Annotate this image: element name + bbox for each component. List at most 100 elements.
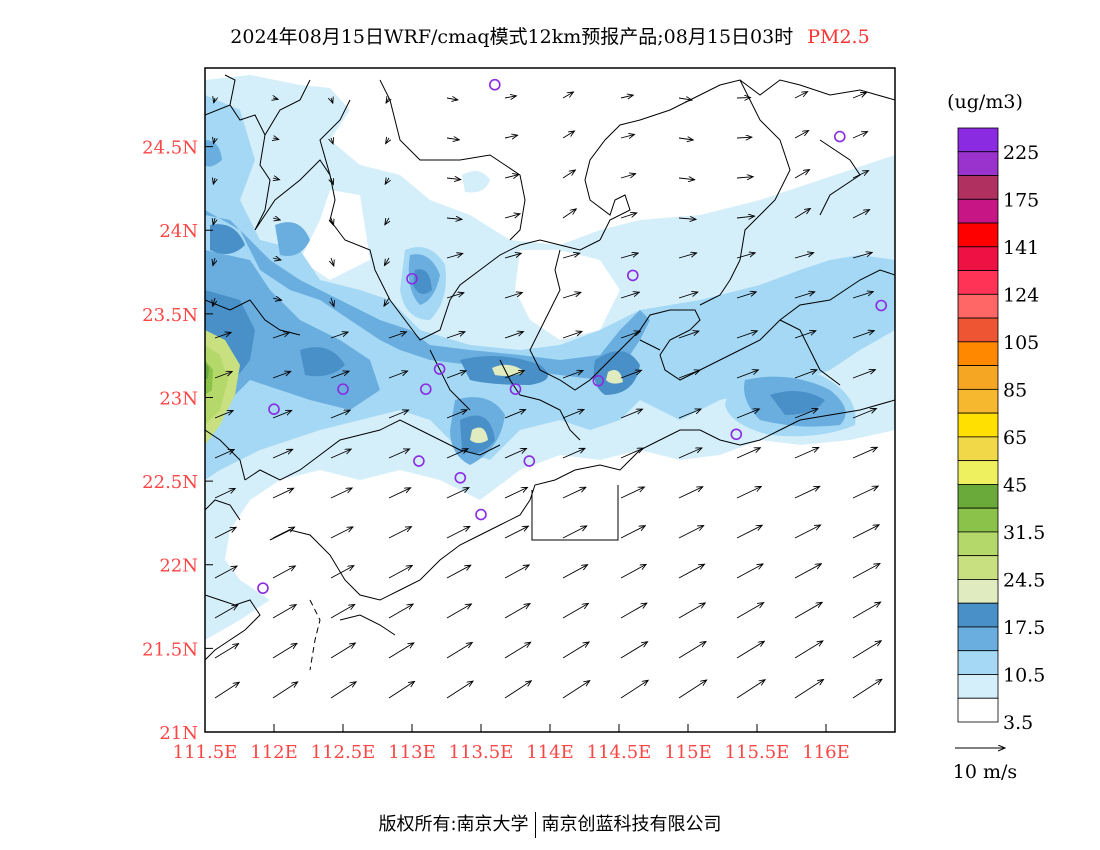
station-marker[interactable] [257, 582, 269, 594]
station-marker[interactable] [475, 508, 487, 521]
wind-arrow [794, 409, 818, 419]
station-marker[interactable] [875, 299, 888, 312]
wind-arrow [504, 449, 527, 459]
legend-swatch [957, 602, 999, 628]
wind-arrow [214, 98, 215, 103]
wind-arrow [736, 603, 764, 619]
station-marker[interactable] [454, 471, 467, 484]
station-marker[interactable] [419, 383, 432, 395]
wind-arrow [446, 254, 463, 259]
station-marker[interactable] [488, 78, 501, 91]
legend-label: 65 [1003, 427, 1027, 449]
wind-arrow [562, 131, 575, 139]
wind-arrow [736, 487, 761, 499]
wind-arrow [504, 681, 531, 699]
wind-arrow [678, 642, 706, 659]
lat-tick-label: 24.5N [142, 138, 198, 159]
wind-arrow [446, 488, 469, 499]
station-marker[interactable] [509, 383, 522, 395]
station-marker[interactable] [833, 130, 846, 143]
wind-arrow [214, 138, 216, 144]
station-marker[interactable] [406, 272, 418, 285]
wind-arrow [852, 486, 878, 499]
wind-arrow [504, 410, 526, 419]
wind-arrow [678, 218, 696, 219]
wind-arrow [678, 253, 697, 259]
lat-tick-label: 24N [159, 221, 198, 242]
wind-arrow [330, 566, 354, 579]
wind-arrow [794, 602, 822, 619]
wind-arrow [504, 214, 520, 218]
wind-arrow [330, 527, 353, 539]
wind-arrow [504, 565, 529, 579]
wind-arrow [794, 170, 810, 179]
wind-arrow [852, 525, 879, 539]
wind-arrow [620, 253, 638, 259]
station-marker[interactable] [433, 363, 446, 375]
wind-arrow [678, 409, 701, 419]
wind-arrow [678, 292, 698, 299]
wind-arrow [678, 138, 693, 140]
lon-tick-label: 113E [388, 742, 436, 763]
wind-arrow [331, 217, 334, 225]
wind-arrow [385, 178, 389, 184]
station-marker[interactable] [268, 403, 280, 415]
wind-arrow [794, 680, 824, 699]
wind-arrow [562, 92, 574, 99]
station-marker[interactable] [337, 383, 349, 395]
legend-label: 105 [1003, 332, 1039, 354]
wind-arrow [678, 564, 705, 579]
legend-colorbar [957, 127, 999, 723]
wind-arrow [794, 641, 823, 659]
wind-arrow [504, 332, 524, 339]
legend-swatch [957, 175, 999, 200]
wind-arrow [388, 681, 415, 699]
wind-arrow [794, 331, 816, 339]
wind-arrow [620, 642, 648, 659]
wind-arrow [330, 449, 351, 459]
wind-arrow [620, 564, 646, 579]
legend-swatch [957, 579, 999, 604]
wind-arrow [272, 488, 294, 499]
wind-arrow [330, 643, 355, 659]
wind-arrow [384, 257, 389, 266]
wind-arrow [384, 297, 389, 306]
wind-arrow [852, 564, 880, 579]
lat-tick-label: 23N [159, 388, 198, 409]
wind-arrow [620, 331, 640, 339]
lon-tick-label: 116E [802, 742, 850, 763]
legend-swatch [957, 222, 999, 248]
wind-arrow [736, 137, 752, 138]
wind-arrow [620, 409, 643, 419]
station-marker[interactable] [626, 269, 639, 282]
wind-arrow [213, 178, 215, 184]
station-marker[interactable] [592, 374, 605, 387]
wind-arrow [562, 371, 583, 379]
wind-arrow [272, 410, 292, 419]
station-marker[interactable] [413, 455, 425, 467]
wind-arrow [794, 253, 814, 259]
wind-arrow [388, 449, 410, 459]
wind-arrow [388, 488, 411, 499]
wind-arrow [214, 411, 233, 419]
station-marker[interactable] [730, 428, 743, 441]
wind-arrow [852, 409, 876, 419]
wind-arrow [504, 135, 518, 138]
wind-arrow [213, 257, 215, 266]
footer: 版权所有:南京大学 南京创蓝科技有限公司 [0, 810, 1100, 838]
wind-arrow [620, 292, 639, 299]
wind-arrow [214, 605, 238, 619]
wind-arrow [214, 489, 235, 499]
wind-arrow [852, 331, 874, 339]
wind-arrow [214, 372, 232, 379]
concentration-field [205, 68, 895, 732]
wind-arrow [331, 297, 334, 307]
longitude-axis: 111.5E 112E 112.5E 113E 113.5E 114E 114.5E 115E… [173, 724, 850, 763]
legend-swatch [957, 460, 999, 485]
wind-arrow [272, 218, 280, 220]
wind-arrow [620, 370, 642, 379]
station-marker[interactable] [523, 455, 536, 467]
wind-arrow [620, 487, 644, 499]
lon-tick-label: 111.5E [173, 742, 238, 763]
wind-arrow [446, 332, 465, 339]
